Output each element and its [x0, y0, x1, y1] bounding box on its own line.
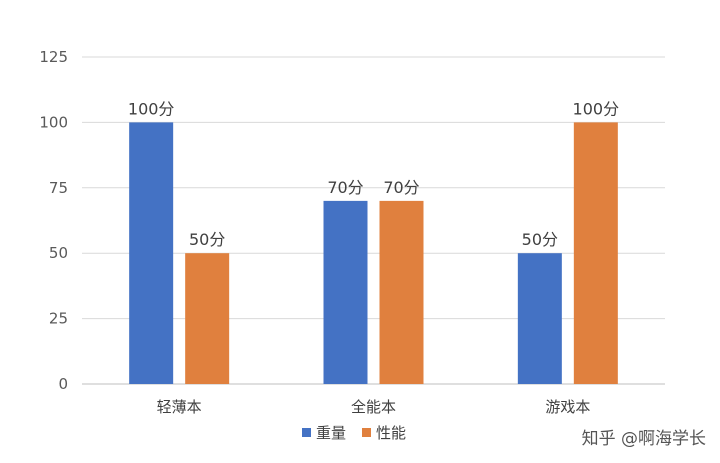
- bar-performance-2: [573, 122, 618, 385]
- data-labels: 100分 50分 70分 70分 50分 100分: [128, 99, 619, 249]
- x-axis-categories: 轻薄本 全能本 游戏本: [157, 398, 591, 416]
- data-label: 70分: [327, 178, 363, 197]
- bar-weight-1: [323, 200, 368, 384]
- y-tick-label: 50: [49, 244, 68, 262]
- x-category-label: 轻薄本: [157, 398, 202, 416]
- bar-performance-1: [379, 200, 424, 384]
- gridlines: [82, 56, 665, 385]
- y-tick-label: 100: [39, 113, 68, 131]
- legend-label: 重量: [316, 424, 346, 442]
- data-label: 100分: [573, 99, 620, 118]
- bar-performance-0: [185, 253, 230, 384]
- data-label: 50分: [189, 230, 225, 249]
- y-tick-label: 0: [58, 375, 68, 393]
- legend-swatch-weight: [302, 428, 311, 437]
- x-category-label: 全能本: [351, 398, 396, 416]
- y-tick-label: 75: [49, 179, 68, 197]
- y-axis-ticks: 0 25 50 75 100 125: [39, 48, 68, 393]
- bar-weight-2: [517, 253, 562, 384]
- data-label: 100分: [128, 99, 175, 118]
- legend-swatch-performance: [362, 428, 371, 437]
- y-tick-label: 25: [49, 310, 68, 328]
- bar-weight-0: [129, 122, 174, 385]
- x-category-label: 游戏本: [545, 398, 590, 416]
- legend: 重量 性能: [302, 424, 406, 442]
- data-label: 50分: [522, 230, 558, 249]
- data-label: 70分: [383, 178, 419, 197]
- bars: [129, 122, 618, 385]
- legend-label: 性能: [376, 424, 406, 442]
- watermark: 知乎 @啊海学长: [581, 429, 706, 449]
- y-tick-label: 125: [39, 48, 68, 66]
